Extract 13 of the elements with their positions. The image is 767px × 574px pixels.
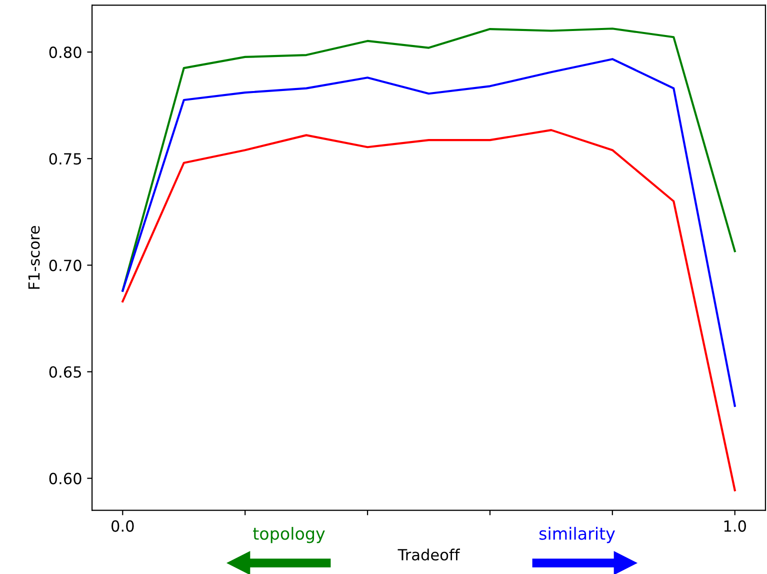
line-series (122, 129, 736, 492)
text: similarity (539, 526, 615, 544)
x-tick-label: 1.0 (724, 520, 746, 532)
line-series (122, 58, 736, 407)
y-tick-label: 0.60 (49, 472, 82, 484)
y-tick-label: 0.80 (49, 46, 82, 58)
x-axis-title: Tradeoff (398, 548, 460, 561)
y-tick-label: 0.65 (49, 366, 81, 378)
y-tick-label: 0.70 (49, 260, 82, 272)
text: topology (253, 526, 325, 544)
x-tick-label: 0.0 (112, 520, 134, 532)
y-axis-title: F1-score (28, 226, 40, 289)
y-tick-label: 0.75 (49, 153, 81, 165)
